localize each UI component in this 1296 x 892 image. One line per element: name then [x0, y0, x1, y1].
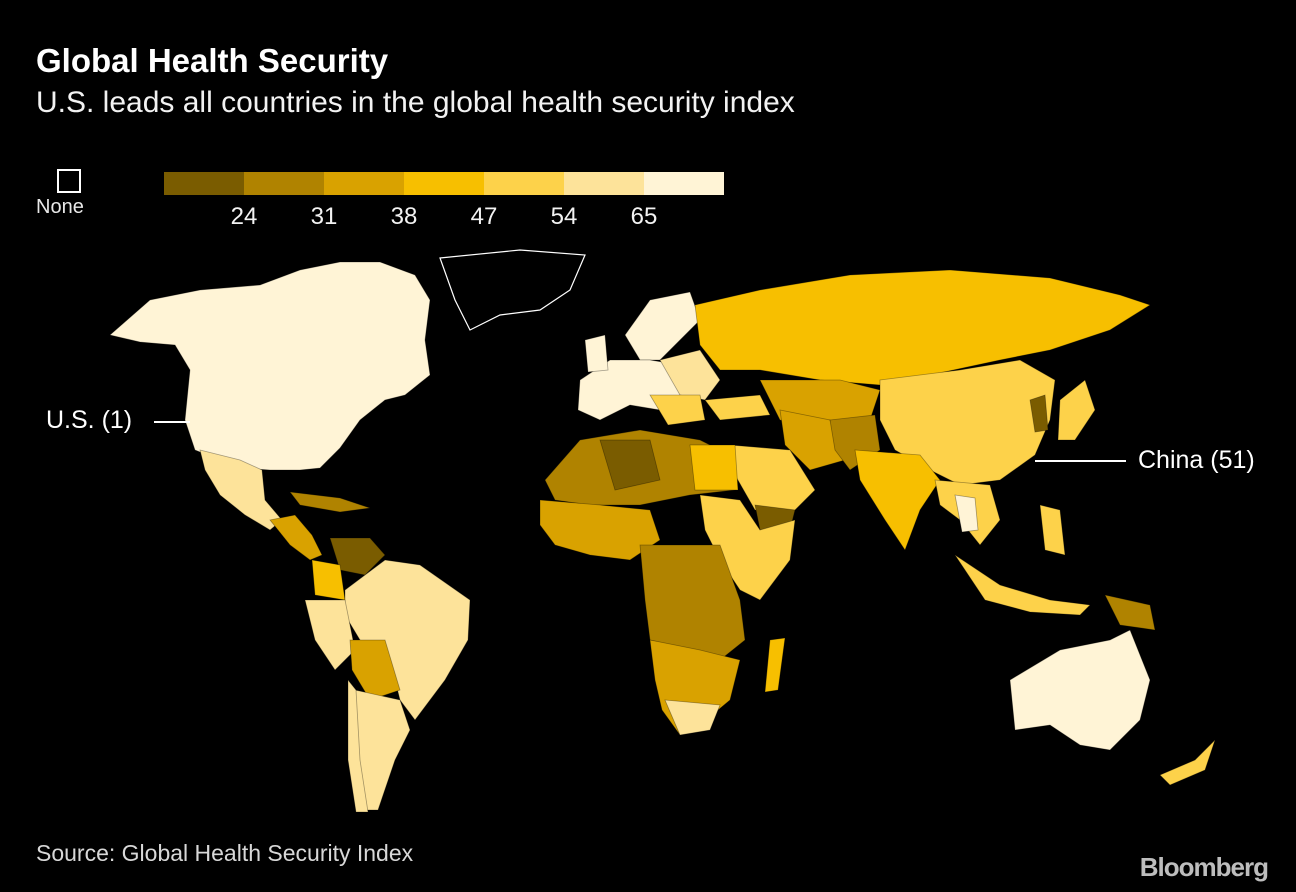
region-central-america	[269, 514, 323, 561]
legend-bin-7	[644, 172, 724, 195]
legend-tick: 47	[470, 203, 498, 230]
legend-tick: 31	[310, 203, 338, 230]
region-india	[854, 449, 941, 551]
legend-tick: 38	[390, 203, 418, 230]
region-turkey	[704, 394, 771, 421]
region-philippines	[1039, 504, 1066, 556]
region-iran	[779, 409, 846, 471]
region-russia	[694, 269, 1151, 386]
region-madagascar	[764, 637, 786, 693]
source-note: Source: Global Health Security Index	[36, 840, 414, 866]
chart-title: Global Health Security	[36, 42, 389, 79]
region-chile	[347, 678, 369, 813]
us-callout-label: U.S. (1)	[46, 406, 133, 434]
legend-bin-6	[564, 172, 644, 195]
region-west-africa	[539, 499, 661, 561]
legend-bin-4	[404, 172, 484, 195]
legend-bin-5	[484, 172, 564, 195]
legend-none-label: None	[36, 196, 84, 218]
region-australia	[1009, 629, 1151, 751]
legend-tick: 54	[550, 203, 578, 230]
region-greenland	[439, 249, 586, 331]
region-egypt	[689, 444, 739, 491]
region-png	[1104, 594, 1156, 631]
brand-logo: Bloomberg	[1139, 852, 1269, 882]
region-brazil	[344, 559, 471, 721]
legend-none-swatch	[57, 169, 81, 193]
region-indonesia	[954, 554, 1091, 616]
china-callout-label: China (51)	[1138, 446, 1255, 474]
region-libya	[599, 439, 661, 491]
region-new-zealand	[1159, 739, 1216, 786]
legend-bin-1	[164, 172, 244, 195]
legend-bin-3	[324, 172, 404, 195]
legend-color-scale	[164, 172, 724, 195]
chart-subtitle: U.S. leads all countries in the global h…	[36, 86, 795, 119]
region-scandinavia	[624, 291, 701, 361]
region-south-africa	[664, 699, 721, 736]
region-venezuela	[329, 537, 386, 576]
region-uk	[584, 334, 609, 373]
region-japan	[1057, 379, 1096, 441]
region-balkans	[649, 394, 706, 426]
region-caribbean	[289, 491, 371, 513]
region-peru	[304, 599, 356, 671]
legend-tick: 24	[230, 203, 258, 230]
region-korea	[1029, 394, 1049, 433]
region-colombia	[311, 559, 346, 601]
legend-bin-2	[244, 172, 324, 195]
legend-tick: 65	[630, 203, 658, 230]
region-eastern-europe	[659, 349, 721, 401]
region-china	[879, 359, 1056, 486]
region-north-america	[109, 261, 431, 471]
region-thailand	[954, 494, 979, 533]
region-bolivia	[349, 639, 401, 701]
